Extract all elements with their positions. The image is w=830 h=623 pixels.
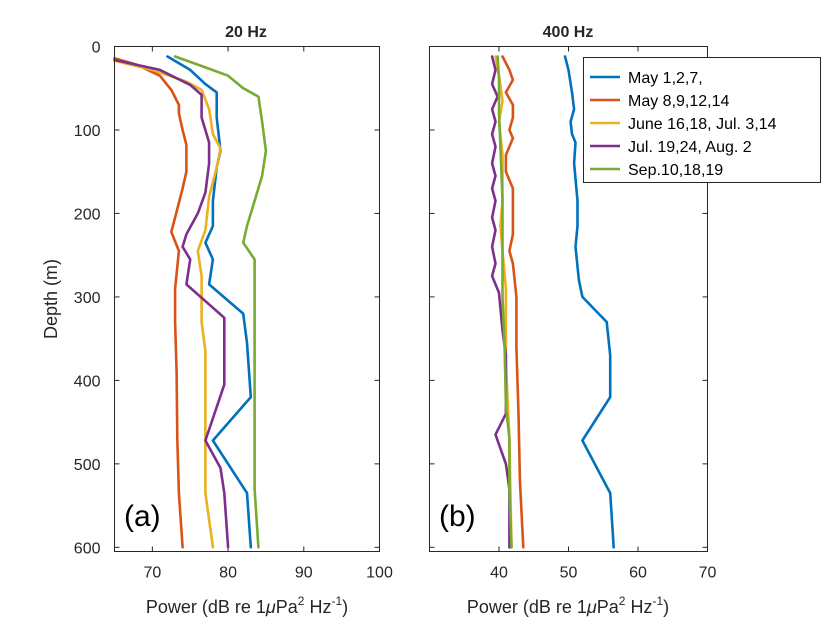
legend-label: Sep.10,18,19 (628, 162, 723, 179)
legend-box (583, 57, 821, 183)
series-line-20hz-may-8-9-12-14 (113, 56, 188, 549)
ticks-20hz: 70 80 90 100 0 100 200 300 400 500 600 (74, 40, 393, 582)
x-axis-title-sup1: 2 (619, 594, 626, 608)
x-axis-title-pa: Pa (276, 597, 299, 617)
x-tick-label-20hz: 100 (366, 565, 393, 582)
legend-entry-may-8-9-12-14: May 8,9,12,14 (590, 93, 730, 110)
axis-frame-20hz (114, 46, 380, 552)
plot-area-20hz (113, 55, 268, 549)
series-line-400hz-may-1-2-7 (563, 55, 616, 549)
plot-area-400hz (490, 55, 616, 549)
legend-entry-may-1-2-7: May 1,2,7, (590, 70, 703, 87)
x-axis-title-pre: Power (dB re 1 (467, 597, 587, 617)
panel-400hz: 400 Hz 40 50 60 70 Power (dB re 1μPa2 Hz-1)… (429, 24, 717, 617)
legend-label: May 1,2,7, (628, 70, 703, 87)
x-axis-title-sup2: -1 (331, 594, 342, 608)
y-tick-label: 100 (74, 123, 101, 140)
x-axis-title-pa: Pa (597, 597, 620, 617)
x-axis-title-post: ) (342, 597, 348, 617)
x-tick-label-20hz: 80 (219, 565, 237, 582)
legend-entry-june-16-18-jul-3-14: June 16,18, Jul. 3,14 (590, 116, 777, 133)
x-axis-title-mu: μ (265, 597, 276, 617)
x-axis-title-hz: Hz (625, 597, 652, 617)
x-axis-title-sup1: 2 (298, 594, 305, 608)
x-axis-title-post: ) (663, 597, 669, 617)
y-tick-label: 200 (74, 206, 101, 223)
x-axis-title-20hz: Power (dB re 1μPa2 Hz-1) (146, 594, 348, 617)
x-tick-label-20hz: 90 (295, 565, 313, 582)
x-axis-title-sup2: -1 (652, 594, 663, 608)
panel-tag-b: (b) (439, 500, 476, 533)
panel-20hz: 20 Hz 70 80 90 100 0 100 200 300 400 500 600 Depth… (41, 24, 393, 617)
x-tick-label-400hz: 40 (490, 565, 508, 582)
legend-label: June 16,18, Jul. 3,14 (628, 116, 777, 133)
x-tick-label-400hz: 50 (560, 565, 578, 582)
series-line-20hz-june-16-18-jul-3-14 (113, 59, 222, 549)
series-line-20hz-may-1-2-7 (166, 55, 253, 549)
x-axis-title-400hz: Power (dB re 1μPa2 Hz-1) (467, 594, 669, 617)
panel-title-400hz: 400 Hz (543, 24, 594, 41)
series-line-400hz-may-8-9-12-14 (501, 55, 525, 549)
y-tick-label: 600 (74, 540, 101, 557)
series-line-400hz-sep-10-18-19 (496, 55, 513, 549)
legend-label: Jul. 19,24, Aug. 2 (628, 139, 752, 156)
series-line-20hz-sep-10-18-19 (173, 55, 268, 549)
x-axis-title-hz: Hz (304, 597, 331, 617)
legend-entry-jul-19-24-aug-2: Jul. 19,24, Aug. 2 (590, 139, 752, 156)
y-tick-label: 0 (92, 40, 101, 57)
series-line-20hz-jul-19-24-aug-2 (113, 58, 230, 549)
x-axis-title-mu: μ (586, 597, 597, 617)
axis-frame-400hz (429, 46, 708, 552)
legend-label: May 8,9,12,14 (628, 93, 730, 110)
y-tick-label: 400 (74, 373, 101, 390)
legend: May 1,2,7, May 8,9,12,14 June 16,18, Jul. … (583, 57, 821, 183)
panel-tag-a: (a) (124, 500, 161, 533)
x-tick-label-400hz: 60 (629, 565, 647, 582)
x-tick-label-20hz: 70 (143, 565, 161, 582)
x-tick-label-400hz: 70 (699, 565, 717, 582)
x-axis-title-pre: Power (dB re 1 (146, 597, 266, 617)
panel-title-20hz: 20 Hz (225, 24, 267, 41)
y-tick-label: 300 (74, 290, 101, 307)
y-axis-title: Depth (m) (41, 259, 61, 339)
y-tick-label: 500 (74, 457, 101, 474)
legend-entry-sep-10-18-19: Sep.10,18,19 (590, 162, 723, 179)
